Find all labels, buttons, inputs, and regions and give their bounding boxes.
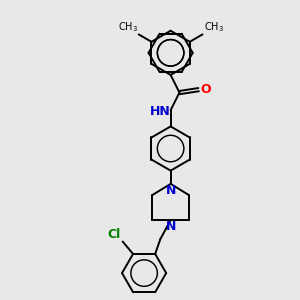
Text: HN: HN (150, 105, 171, 118)
Text: N: N (165, 220, 176, 233)
Text: Cl: Cl (107, 228, 121, 241)
Text: CH$_3$: CH$_3$ (204, 20, 224, 34)
Text: N: N (165, 184, 176, 197)
Text: O: O (201, 83, 211, 96)
Text: CH$_3$: CH$_3$ (118, 20, 138, 34)
